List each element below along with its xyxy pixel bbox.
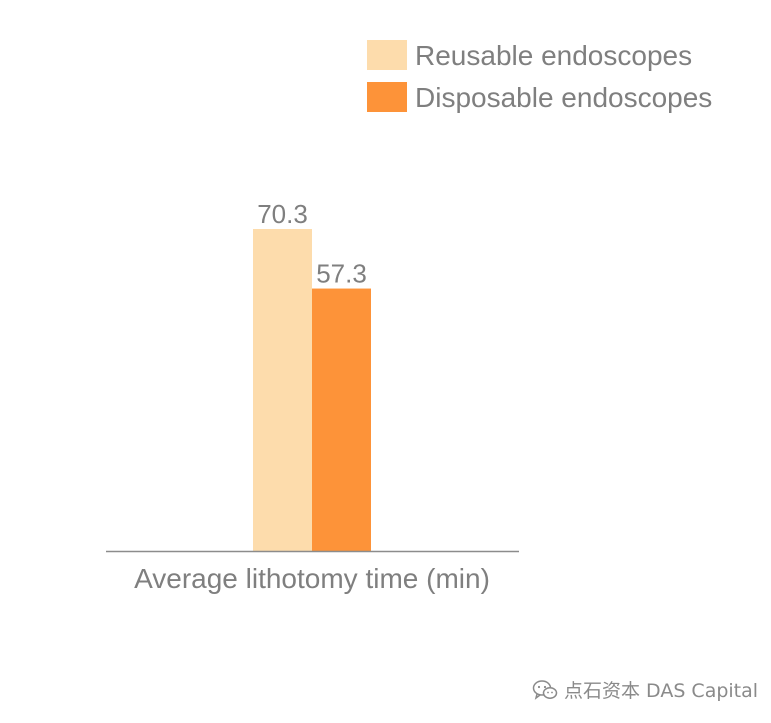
bars (253, 229, 371, 551)
data-labels: 70.3 57.3 (257, 199, 367, 289)
bar-disposable (312, 288, 371, 551)
category-label: Average lithotomy time (min) (134, 563, 490, 594)
data-label: 70.3 (257, 199, 308, 229)
legend: Reusable endoscopes Disposable endoscopes (367, 40, 712, 113)
wechat-icon (532, 679, 558, 700)
data-label: 57.3 (316, 259, 367, 289)
legend-label: Reusable endoscopes (415, 40, 692, 71)
watermark: 点石资本 DAS Capital (532, 676, 758, 703)
category-labels: Average lithotomy time (min) (134, 563, 490, 594)
legend-swatch (367, 82, 407, 112)
watermark-text: 点石资本 DAS Capital (564, 680, 759, 702)
legend-swatch (367, 40, 407, 70)
bar-reusable (253, 229, 312, 551)
legend-label: Disposable endoscopes (415, 82, 712, 113)
